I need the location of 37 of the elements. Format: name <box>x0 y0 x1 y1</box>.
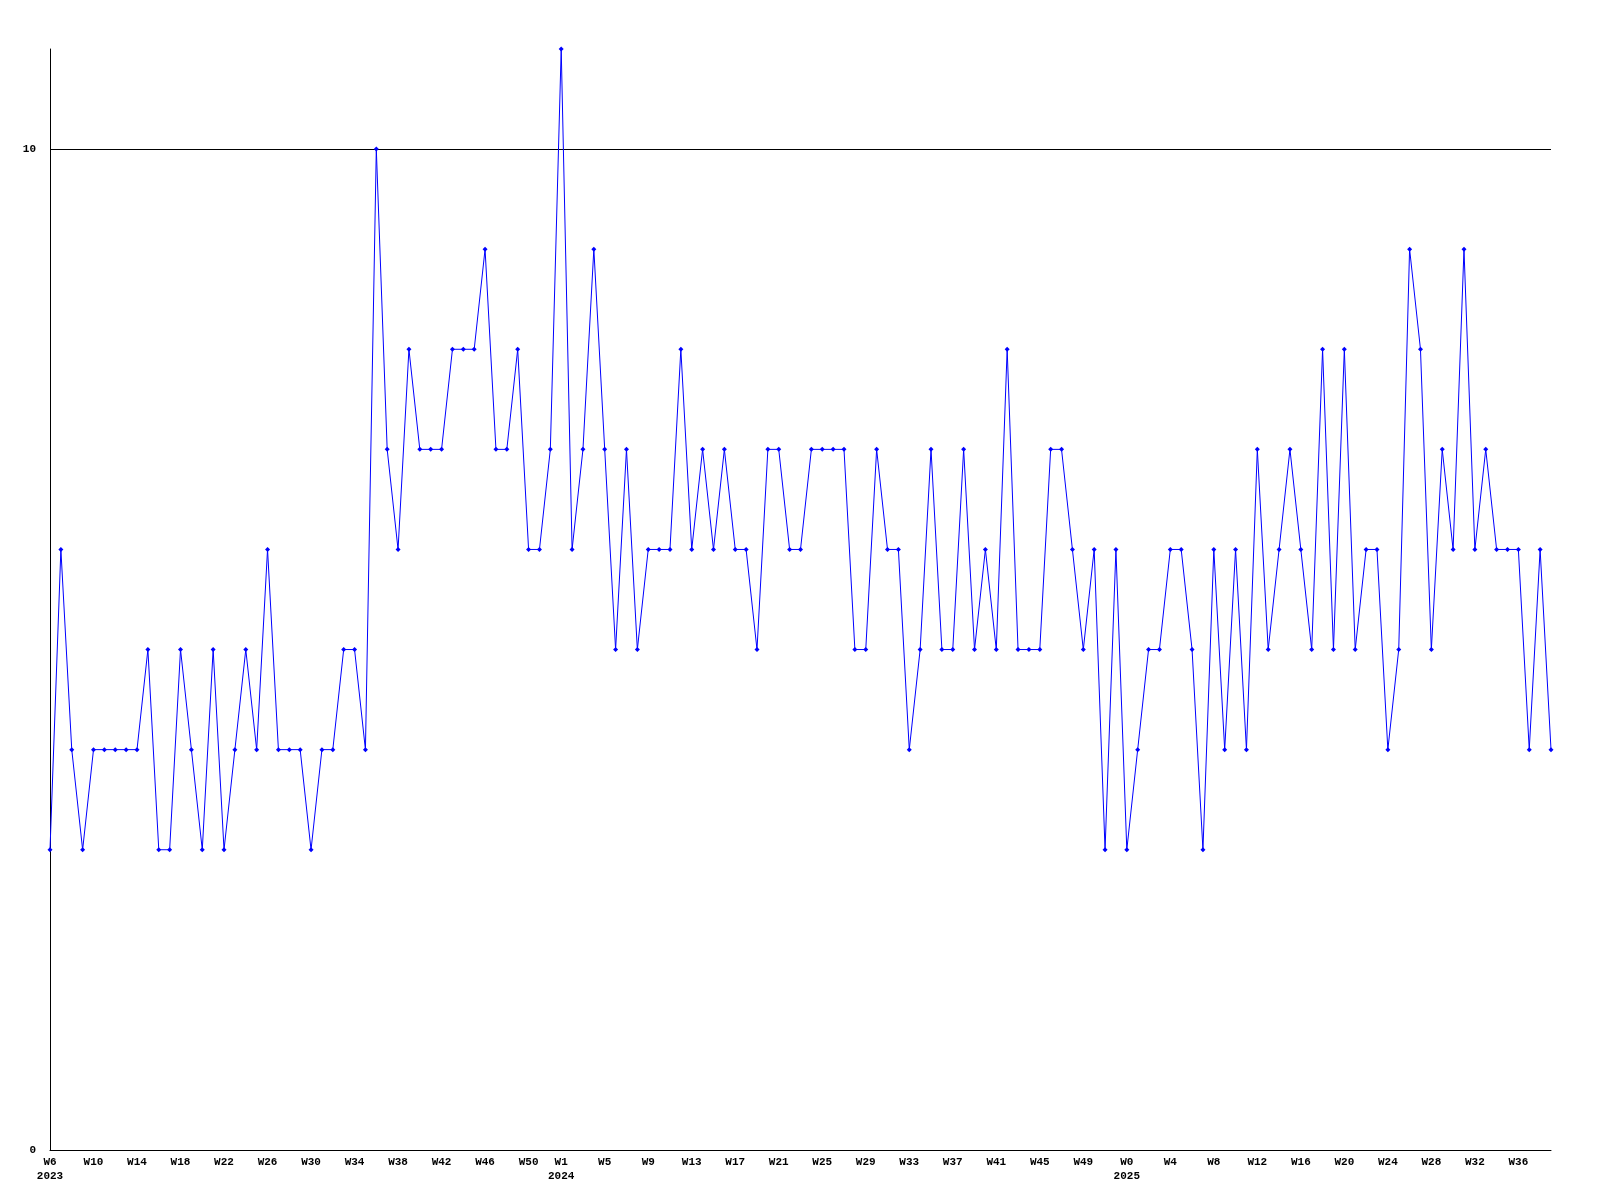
x-tick-label: W42 <box>431 1156 452 1168</box>
x-tick-label: W20 <box>1334 1156 1355 1168</box>
x-tick-label: W16 <box>1290 1156 1311 1168</box>
x-tick-label: W6 2023 <box>36 1156 64 1182</box>
x-tick-label: W30 <box>301 1156 321 1168</box>
x-tick-label: W33 <box>899 1156 920 1168</box>
x-tick-label: W50 <box>518 1156 539 1168</box>
x-tick-label: W45 <box>1029 1156 1051 1168</box>
x-tick-label: W41 <box>986 1156 1007 1168</box>
x-tick-label: W5 <box>598 1156 612 1168</box>
x-tick-label: W32 <box>1464 1156 1485 1168</box>
x-tick-label: W4 <box>1163 1156 1178 1168</box>
x-tick-label: W17 <box>725 1156 746 1168</box>
x-tick-label: W24 <box>1377 1156 1399 1168</box>
x-tick-label: W10 <box>83 1156 104 1168</box>
x-tick-label: W14 <box>127 1156 148 1168</box>
x-tick-label: W25 <box>812 1156 833 1168</box>
x-tick-label: W21 <box>768 1156 790 1168</box>
x-tick-label: W22 <box>214 1156 234 1168</box>
x-tick-label: W38 <box>388 1156 409 1168</box>
x-tick-label: W36 <box>1508 1156 1529 1168</box>
x-tick-label: W46 <box>475 1156 495 1168</box>
x-tick-label: W28 <box>1421 1156 1442 1168</box>
x-tick-label: W9 <box>641 1156 655 1168</box>
y-tick-label: 10 <box>22 143 36 156</box>
x-tick-label: W8 <box>1207 1156 1221 1168</box>
y-tick-label: 0 <box>29 1144 36 1156</box>
x-tick-label: W49 <box>1073 1156 1094 1168</box>
x-tick-label: W13 <box>681 1156 703 1168</box>
x-tick-label: W12 <box>1247 1156 1268 1168</box>
x-tick-label: W18 <box>170 1156 191 1168</box>
x-tick-label: W37 <box>942 1156 963 1168</box>
x-tick-label: W29 <box>855 1156 876 1168</box>
x-tick-label: W26 <box>257 1156 278 1168</box>
x-tick-label: W1 2024 <box>548 1156 575 1182</box>
x-tick-label: W0 2025 <box>1113 1156 1141 1182</box>
x-tick-label: W34 <box>344 1156 365 1168</box>
